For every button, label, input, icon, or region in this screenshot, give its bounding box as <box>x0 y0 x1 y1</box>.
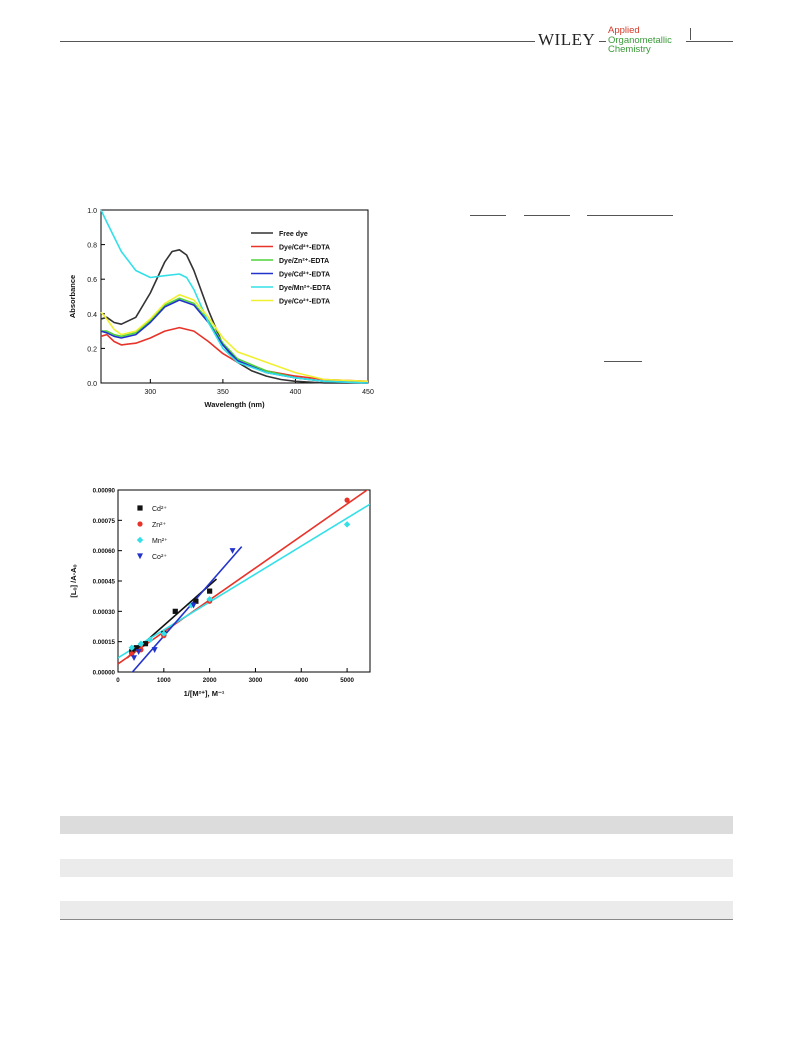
y-tick-label: 0.00015 <box>93 639 116 646</box>
plot-frame <box>100 209 369 384</box>
y-axis-label: Absorbance <box>68 275 77 318</box>
y-tick-label: 0.2 <box>87 346 97 353</box>
equation-fraction-line <box>587 215 673 216</box>
plot-area <box>118 490 370 672</box>
absorption-spectra-chart: 0.0 0.2 0.4 0.6 0.8 1.0 300 350 400 450 Wavelength… <box>68 208 374 409</box>
data-point <box>133 645 139 651</box>
table-row-band <box>60 859 733 877</box>
table-row-band <box>60 901 733 919</box>
legend-label: Zn²⁺ <box>152 522 167 529</box>
series-line <box>100 326 369 383</box>
journal-line: Chemistry <box>608 44 651 55</box>
y-tick-label: 0.00090 <box>93 488 116 495</box>
legend-label: Free dye <box>279 231 308 238</box>
series-line <box>100 294 369 383</box>
data-point <box>137 505 143 511</box>
data-point <box>343 521 351 528</box>
header-tick <box>690 28 691 40</box>
legend-label: Dye/Zn²⁺-EDTA <box>279 258 329 265</box>
y-axis-label: [Lₒ] /A-Aₒ <box>69 564 78 597</box>
y-tick-label: 0.00045 <box>93 579 116 586</box>
x-tick-label: 2000 <box>203 677 217 684</box>
y-tick-label: 1.0 <box>87 208 97 215</box>
x-axis-label: Wavelength (nm) <box>204 400 265 409</box>
data-point <box>190 602 197 609</box>
table-header-band <box>60 816 733 834</box>
equation-fraction-line <box>604 361 642 362</box>
series-line <box>101 297 369 384</box>
data-point <box>137 521 143 527</box>
benesi-hildebrand-chart: 0.00000 0.00015 0.00030 0.00045 0.00060 0.000… <box>69 488 371 698</box>
data-point <box>193 598 199 604</box>
header-rule <box>686 41 733 42</box>
series-line <box>100 209 369 384</box>
table-bottom-rule <box>60 919 733 920</box>
legend-label: Mn²⁺ <box>152 538 168 545</box>
y-tick-label: 0.00075 <box>93 518 116 525</box>
x-tick-label: 400 <box>290 389 302 396</box>
x-tick-label: 5000 <box>340 677 354 684</box>
equation-fraction-line <box>524 215 570 216</box>
legend-label: Dye/Mn²⁺-EDTA <box>279 285 331 292</box>
legend-label: Co²⁺ <box>152 554 167 561</box>
legend-label: Dye/Cd²⁺-EDTA <box>279 272 330 279</box>
x-tick-label: 3000 <box>249 677 263 684</box>
legend-label: Dye/Co²⁺-EDTA <box>279 299 330 306</box>
data-point <box>207 588 213 594</box>
equation-fraction-line <box>470 215 506 216</box>
header-rule-dash <box>599 41 606 42</box>
fit-line <box>118 490 369 665</box>
x-tick-label: 350 <box>217 389 229 396</box>
series-line <box>100 248 368 384</box>
y-tick-label: 0.00060 <box>93 548 116 555</box>
data-point <box>229 548 236 554</box>
x-tick-label: 4000 <box>294 677 308 684</box>
data-point <box>142 641 149 647</box>
data-point <box>151 647 158 653</box>
y-tick-label: 0.4 <box>87 312 97 319</box>
data-point <box>160 630 168 637</box>
data-point <box>172 608 178 614</box>
data-point <box>135 649 142 655</box>
journal-line: Applied <box>608 25 640 36</box>
data-point <box>137 553 143 560</box>
publisher-logo: WILEY <box>538 30 596 49</box>
journal-line: Organometallic <box>608 34 672 46</box>
y-tick-label: 0.00000 <box>93 670 116 677</box>
data-point <box>344 497 350 503</box>
y-tick-label: 0.6 <box>87 277 97 284</box>
fit-line <box>118 503 370 659</box>
legend-label: Dye/Cd²⁺-EDTA <box>279 245 330 252</box>
x-tick-label: 300 <box>144 389 156 396</box>
fit-line <box>131 546 243 672</box>
x-axis-label: 1/[M²⁺], M⁻¹ <box>184 689 225 698</box>
x-tick-label: 0 <box>116 677 120 684</box>
journal-logo: Applied Organometallic Chemistry <box>608 26 672 55</box>
y-tick-label: 0.0 <box>87 381 97 388</box>
data-point <box>131 655 138 662</box>
y-tick-label: 0.8 <box>87 243 97 250</box>
data-point <box>129 651 135 657</box>
y-tick-label: 0.00030 <box>93 609 116 616</box>
x-tick-label: 1000 <box>157 677 171 684</box>
x-tick-label: 450 <box>362 389 374 396</box>
data-point <box>136 536 144 544</box>
header-rule <box>60 41 535 42</box>
legend-label: Cd²⁺ <box>152 506 167 513</box>
